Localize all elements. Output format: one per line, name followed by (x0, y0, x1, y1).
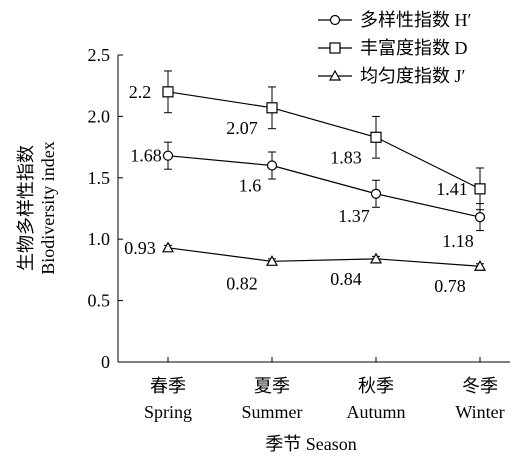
triangle-marker (161, 241, 175, 253)
y-axis-title-cn: 生物多样性指数 (16, 145, 36, 271)
y-tick-label: 0.5 (88, 291, 111, 311)
y-tick-label: 0 (101, 352, 110, 372)
x-category-label: 夏季 (254, 376, 290, 396)
series-triangle: 0.93 0.82 0.84 0.78 (124, 238, 487, 296)
legend: 多样性指数 H′ 丰富度指数 D 均匀度指数 J′ (318, 10, 471, 86)
data-label: 1.37 (338, 206, 370, 226)
square-marker (329, 42, 341, 54)
x-category-sublabel: Spring (144, 402, 192, 422)
circle-marker (329, 14, 341, 26)
triangle-marker (473, 259, 487, 271)
series-line (167, 247, 481, 267)
data-label: 1.41 (436, 179, 468, 199)
circle-marker (266, 160, 278, 171)
y-tick-label: 1.0 (88, 229, 111, 249)
triangle-marker (328, 69, 342, 81)
circle-marker (370, 188, 382, 199)
x-category-sublabel: Summer (242, 402, 303, 422)
data-label: 2.2 (129, 82, 152, 102)
x-category-label: 秋季 (358, 376, 394, 396)
legend-label: 多样性指数 H′ (360, 10, 471, 30)
data-label: 0.84 (330, 269, 362, 289)
x-axis-title: 季节 Season (265, 434, 357, 454)
square-marker (474, 183, 486, 195)
series-circle: 1.68 1.6 1.37 1.18 (130, 141, 486, 251)
data-label: 0.78 (434, 276, 466, 296)
y-tick-label: 1.5 (88, 168, 111, 188)
axes (117, 54, 510, 363)
x-category-label: 春季 (150, 376, 186, 396)
x-category-labels: 春季 Spring 夏季 Summer 秋季 Autumn 冬季 Winter (144, 376, 505, 422)
data-label: 1.6 (239, 176, 262, 196)
y-tick-label: 2.0 (88, 106, 111, 126)
data-label: 1.68 (130, 146, 162, 166)
legend-label: 均匀度指数 J′ (360, 66, 466, 86)
series-line (167, 155, 481, 218)
square-marker (266, 102, 278, 114)
series-group: 1.681.61.371.182.22.071.831.410.930.82 0.… (124, 70, 487, 296)
series-square: 2.2 2.07 1.83 1.41 (129, 70, 486, 211)
data-label: 1.83 (330, 147, 362, 167)
data-label: 2.07 (226, 118, 258, 138)
triangle-marker (265, 255, 279, 266)
x-category-label: 冬季 (462, 376, 498, 396)
data-label: 1.18 (442, 231, 474, 251)
y-tick-labels: 0 0.5 1.0 1.5 2.0 2.5 (88, 45, 111, 372)
circle-marker (474, 211, 486, 223)
series-line (167, 91, 481, 190)
y-axis-title-en: Biodiversity index (38, 141, 58, 275)
legend-label: 丰富度指数 D (360, 38, 468, 58)
triangle-marker (369, 252, 383, 264)
data-label: 0.82 (226, 273, 258, 293)
y-tick-label: 2.5 (88, 45, 111, 65)
x-category-sublabel: Winter (455, 402, 504, 422)
square-marker (370, 131, 382, 143)
square-marker (162, 86, 174, 98)
x-category-sublabel: Autumn (346, 402, 405, 422)
data-label: 0.93 (124, 238, 156, 258)
circle-marker (162, 150, 174, 161)
